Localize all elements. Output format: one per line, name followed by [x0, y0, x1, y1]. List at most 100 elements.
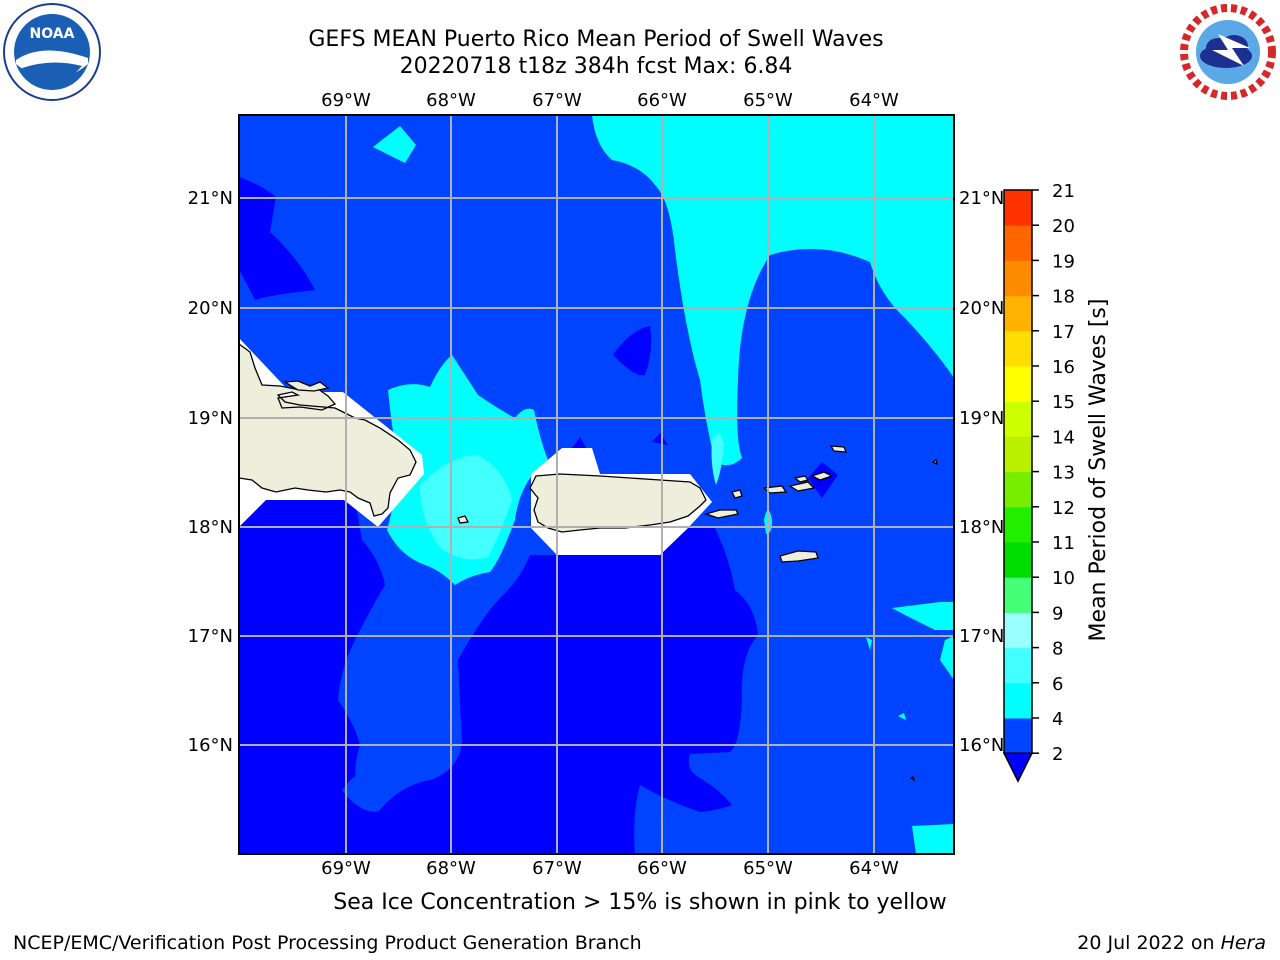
colorbar-tick-label: 19	[1052, 251, 1075, 272]
colorbar-segment	[1004, 330, 1032, 367]
colorbar-segment	[1004, 718, 1032, 754]
colorbar-tick-label: 8	[1052, 639, 1063, 660]
band-4-6-se	[912, 824, 954, 854]
lon-label-bottom: 64°W	[849, 858, 899, 879]
lat-label-left: 19°N	[188, 408, 233, 429]
lat-label-right: 18°N	[959, 517, 1004, 538]
footer-date-text: 20 Jul 2022 on	[1077, 932, 1221, 954]
colorbar-tick-label: 13	[1052, 463, 1075, 484]
band-below-2-patch3	[572, 437, 588, 451]
colorbar-segment	[1004, 682, 1032, 719]
land-culebra	[731, 489, 743, 499]
colorbar-tick-label: 12	[1052, 498, 1075, 519]
chart-title-line2: 20220718 t18z 384h fcst Max: 6.84	[399, 54, 793, 79]
lat-label-left: 18°N	[188, 517, 233, 538]
colorbar-tick-label: 9	[1052, 603, 1063, 624]
band-4-6-patch	[373, 126, 416, 163]
colorbar-segment	[1004, 401, 1032, 437]
lat-label-left: 21°N	[188, 188, 233, 209]
footer-date: 20 Jul 2022 on Hera	[1077, 932, 1266, 954]
band-6-8	[420, 455, 512, 560]
colorbar-tick-label: 2	[1052, 744, 1063, 765]
nws-logo-icon	[1180, 4, 1276, 100]
lon-label-top: 68°W	[426, 90, 476, 111]
lon-label-bottom: 67°W	[532, 858, 582, 879]
band-4-6-east1	[892, 602, 954, 630]
land-anguilla	[931, 458, 938, 466]
lon-label-bottom: 65°W	[743, 858, 793, 879]
band-4-6-dot2	[866, 637, 872, 650]
colorbar-tick-label: 4	[1052, 709, 1063, 730]
sea-ice-caption: Sea Ice Concentration > 15% is shown in …	[333, 890, 947, 915]
land-virgin-gorda	[810, 471, 834, 481]
colorbar-segment	[1004, 647, 1032, 684]
band-4-6-dot3	[898, 713, 906, 720]
colorbar-segment	[1004, 542, 1032, 578]
lat-label-left: 16°N	[188, 735, 233, 756]
colorbar-segment	[1004, 612, 1032, 649]
land-st-croix	[779, 550, 819, 563]
lat-label-right: 16°N	[959, 735, 1004, 756]
colorbar-label: Mean Period of Swell Waves [s]	[1086, 299, 1111, 642]
colorbar-tick-label: 14	[1052, 427, 1075, 448]
colorbar-tick-label: 17	[1052, 322, 1075, 343]
band-below-2-patch1	[613, 326, 652, 376]
land-anegada	[829, 445, 847, 453]
colorbar-segment	[1004, 436, 1032, 473]
noaa-logo-text: NOAA	[30, 26, 75, 42]
colorbar-tick-label: 6	[1052, 674, 1063, 695]
land-saba	[909, 776, 916, 782]
lon-label-top: 69°W	[321, 90, 371, 111]
colorbar-segment	[1004, 190, 1032, 226]
band-below-2-south	[239, 500, 758, 854]
lon-label-top: 66°W	[637, 90, 687, 111]
colorbar-tick-label: 18	[1052, 287, 1075, 308]
lon-label-bottom: 68°W	[426, 858, 476, 879]
colorbar-tick-label: 21	[1052, 181, 1075, 202]
colorbar-segment	[1004, 506, 1032, 543]
lon-label-bottom: 69°W	[321, 858, 371, 879]
lat-label-right: 17°N	[959, 626, 1004, 647]
footer-machine: Hera	[1220, 932, 1266, 954]
band-4-6-ne-edge	[940, 115, 954, 145]
lon-label-top: 64°W	[849, 90, 899, 111]
footer-branch: NCEP/EMC/Verification Post Processing Pr…	[13, 932, 642, 954]
colorbar-tick-label: 10	[1052, 568, 1075, 589]
band-below-2-nw	[239, 177, 315, 300]
land-vieques	[703, 509, 739, 519]
colorbar-segment	[1004, 295, 1032, 332]
band-4-6-east2	[940, 636, 954, 680]
band-4-6-streak	[711, 433, 724, 485]
lat-label-right: 20°N	[959, 298, 1004, 319]
land-hispaniola	[239, 343, 417, 517]
map-frame	[238, 114, 955, 855]
land-st-john	[788, 481, 816, 492]
land-tortola	[793, 475, 810, 483]
colorbar-tick-label: 16	[1052, 357, 1075, 378]
lon-label-top: 67°W	[532, 90, 582, 111]
lat-label-left: 17°N	[188, 626, 233, 647]
colorbar-segment	[1004, 260, 1032, 297]
lat-label-left: 20°N	[188, 298, 233, 319]
colorbar-segment	[1004, 225, 1032, 261]
chart-title-line1: GEFS MEAN Puerto Rico Mean Period of Swe…	[308, 27, 884, 52]
colorbar-segment	[1004, 471, 1032, 508]
band-2-4-southern-lobe	[342, 760, 384, 812]
lat-label-right: 21°N	[959, 188, 1004, 209]
colorbar-under-extension	[1002, 752, 1034, 783]
colorbar-tick-label: 11	[1052, 533, 1075, 554]
colorbar: 2 4 6 8 9 10 11 12 13 14 15 16 17 18 19 20 21	[1002, 181, 1075, 783]
band-below-2-patch4	[808, 462, 838, 498]
lon-label-bottom: 66°W	[637, 858, 687, 879]
graticule	[239, 115, 954, 854]
lon-label-top: 65°W	[743, 90, 793, 111]
colorbar-segment	[1004, 577, 1032, 613]
land-mona-island	[457, 515, 469, 524]
colorbar-segment	[1004, 366, 1032, 402]
lat-label-right: 19°N	[959, 408, 1004, 429]
noaa-logo-icon: NOAA	[3, 3, 101, 101]
colorbar-tick-label: 20	[1052, 216, 1075, 237]
band-4-6-north	[592, 115, 954, 466]
land-hispaniola-nw-island	[282, 380, 330, 392]
